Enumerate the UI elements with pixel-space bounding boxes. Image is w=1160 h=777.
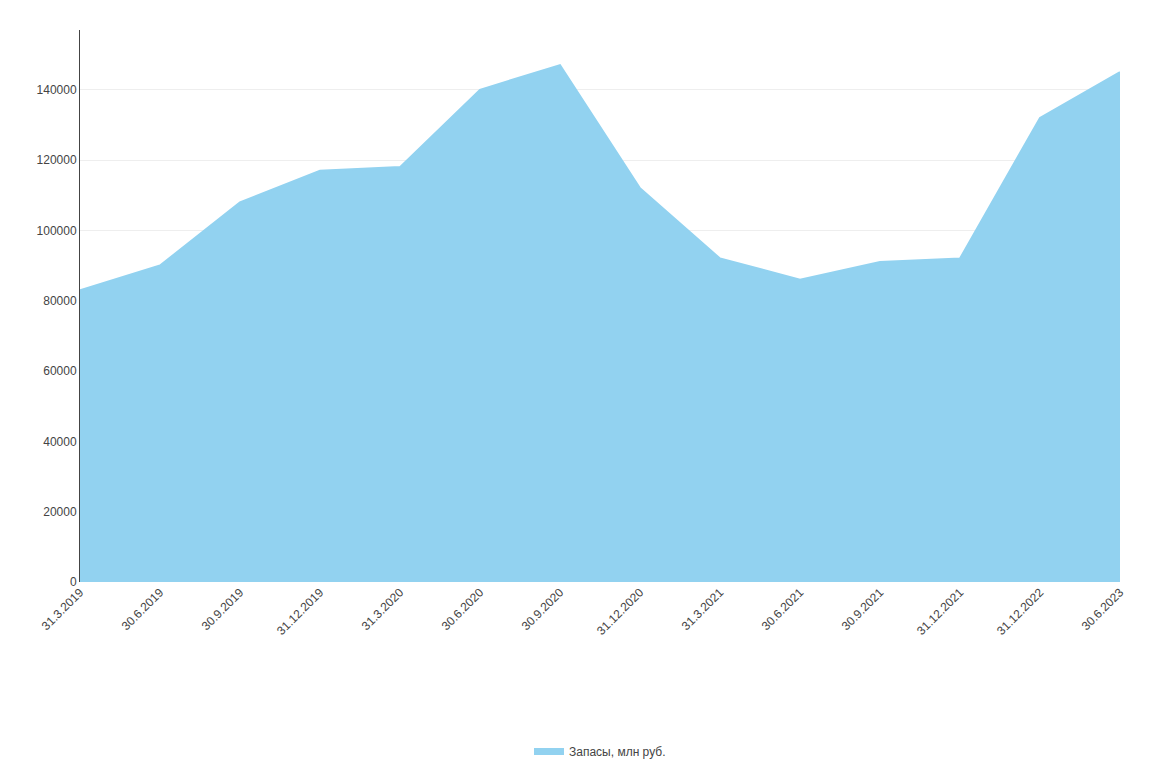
svg-text:31.3.2021: 31.3.2021 bbox=[679, 585, 727, 633]
svg-text:20000: 20000 bbox=[43, 505, 77, 519]
svg-text:60000: 60000 bbox=[43, 364, 77, 378]
svg-text:31.12.2021: 31.12.2021 bbox=[914, 585, 967, 638]
svg-text:30.9.2021: 30.9.2021 bbox=[839, 585, 887, 633]
svg-text:30.6.2020: 30.6.2020 bbox=[439, 585, 487, 633]
svg-text:Запасы, млн руб.: Запасы, млн руб. bbox=[569, 745, 665, 759]
svg-text:30.6.2023: 30.6.2023 bbox=[1079, 585, 1127, 633]
svg-text:120000: 120000 bbox=[37, 153, 77, 167]
svg-text:31.3.2020: 31.3.2020 bbox=[359, 585, 407, 633]
svg-text:31.12.2022: 31.12.2022 bbox=[994, 585, 1047, 638]
svg-text:30.9.2020: 30.9.2020 bbox=[519, 585, 567, 633]
svg-text:30.9.2019: 30.9.2019 bbox=[199, 585, 247, 633]
svg-text:31.3.2019: 31.3.2019 bbox=[39, 585, 87, 633]
svg-text:31.12.2020: 31.12.2020 bbox=[594, 585, 647, 638]
svg-text:40000: 40000 bbox=[43, 435, 77, 449]
svg-text:0: 0 bbox=[70, 575, 77, 589]
svg-text:80000: 80000 bbox=[43, 294, 77, 308]
svg-text:31.12.2019: 31.12.2019 bbox=[274, 585, 327, 638]
svg-text:140000: 140000 bbox=[37, 83, 77, 97]
svg-text:30.6.2021: 30.6.2021 bbox=[759, 585, 807, 633]
svg-text:100000: 100000 bbox=[37, 224, 77, 238]
svg-text:30.6.2019: 30.6.2019 bbox=[119, 585, 167, 633]
